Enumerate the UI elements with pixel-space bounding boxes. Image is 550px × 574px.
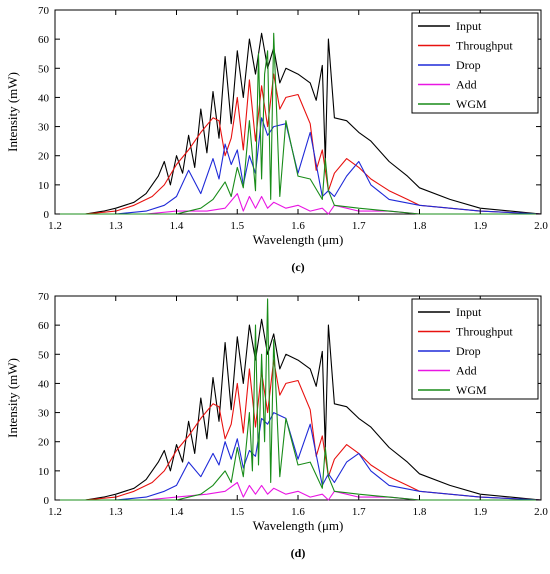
x-axis-title: Wavelength (μm) xyxy=(253,518,344,533)
y-tick-label: 30 xyxy=(38,122,50,134)
legend-label-add: Add xyxy=(456,364,477,378)
series-line-input xyxy=(55,318,542,501)
x-tick-label: 1.3 xyxy=(109,220,123,232)
y-tick-label: 60 xyxy=(38,320,50,332)
legend-label-add: Add xyxy=(456,78,477,92)
series-line-throughput xyxy=(55,73,542,215)
legend-label-throughput: Throughput xyxy=(456,39,513,53)
x-tick-label: 1.5 xyxy=(230,220,244,232)
series-line-add xyxy=(55,481,541,501)
y-tick-label: 40 xyxy=(38,92,50,104)
x-tick-label: 1.8 xyxy=(413,220,427,232)
y-axis-title: Intensity (mW) xyxy=(5,72,20,152)
series-line-input xyxy=(55,32,542,215)
y-tick-label: 50 xyxy=(38,63,50,75)
x-tick-label: 1.7 xyxy=(352,220,366,232)
y-tick-label: 30 xyxy=(38,408,50,420)
x-tick-label: 2.0 xyxy=(534,220,548,232)
series-line-add xyxy=(55,193,541,215)
legend-box xyxy=(411,12,539,114)
x-tick-label: 1.4 xyxy=(170,220,184,232)
legend-label-input: Input xyxy=(456,19,482,33)
y-tick-label: 60 xyxy=(38,34,50,46)
x-tick-label: 1.2 xyxy=(48,220,62,232)
x-tick-label: 1.8 xyxy=(413,506,427,518)
y-tick-label: 0 xyxy=(44,209,50,221)
x-tick-label: 1.4 xyxy=(170,506,184,518)
legend-label-wgm: WGM xyxy=(456,97,487,111)
legend-label-drop: Drop xyxy=(456,58,481,72)
legend-label-input: Input xyxy=(456,305,482,319)
x-tick-label: 1.5 xyxy=(230,506,244,518)
y-tick-label: 40 xyxy=(38,378,50,390)
y-tick-label: 10 xyxy=(38,466,50,478)
y-tick-label: 10 xyxy=(38,180,50,192)
x-tick-label: 1.2 xyxy=(48,506,62,518)
y-axis-title: Intensity (mW) xyxy=(5,358,20,438)
series-line-drop xyxy=(55,412,542,501)
panel-label: (d) xyxy=(291,546,306,560)
x-tick-label: 1.7 xyxy=(352,506,366,518)
x-tick-label: 1.3 xyxy=(109,506,123,518)
legend-box xyxy=(411,298,539,400)
x-axis-title: Wavelength (μm) xyxy=(253,232,344,247)
y-tick-label: 70 xyxy=(38,5,50,17)
y-tick-label: 0 xyxy=(44,495,50,507)
x-tick-label: 1.9 xyxy=(473,220,487,232)
x-tick-label: 1.6 xyxy=(291,506,305,518)
legend-label-wgm: WGM xyxy=(456,383,487,397)
x-tick-label: 1.6 xyxy=(291,220,305,232)
y-tick-label: 20 xyxy=(38,151,50,163)
legend-label-drop: Drop xyxy=(456,344,481,358)
panel-label: (c) xyxy=(291,260,304,274)
y-tick-label: 20 xyxy=(38,437,50,449)
x-tick-label: 1.9 xyxy=(473,506,487,518)
y-tick-label: 50 xyxy=(38,349,50,361)
series-line-wgm xyxy=(55,32,541,215)
y-tick-label: 70 xyxy=(38,291,50,303)
series-line-wgm xyxy=(55,298,541,501)
x-tick-label: 2.0 xyxy=(534,506,548,518)
series-line-drop xyxy=(55,117,542,215)
legend-label-throughput: Throughput xyxy=(456,325,513,339)
series-line-throughput xyxy=(55,359,542,501)
